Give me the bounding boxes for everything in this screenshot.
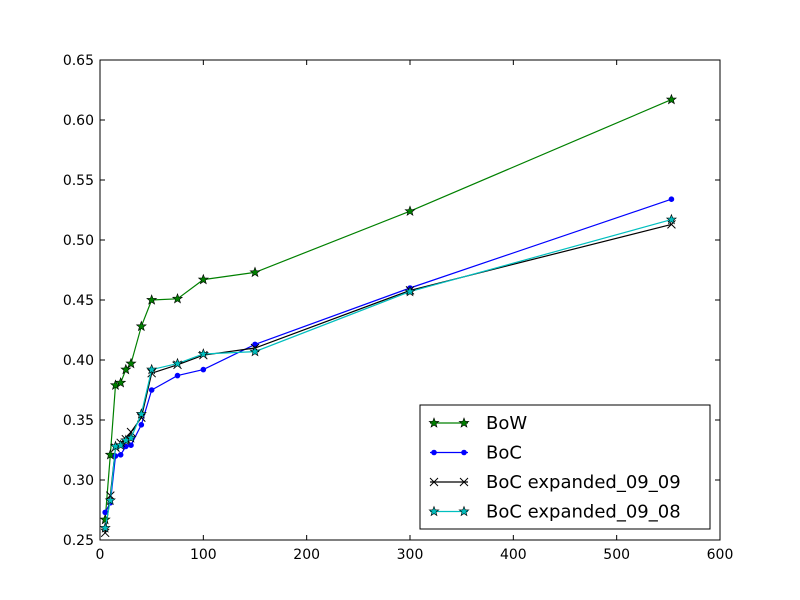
bow-point-1: [104, 448, 116, 460]
boc-expanded-09-08-point-10: [249, 345, 261, 357]
x-tick-label: 200: [293, 547, 320, 563]
legend-boc-point-a: [431, 449, 437, 456]
boc-expanded-09-09-point-5: [126, 427, 136, 437]
boc-expanded-09-08-point-1: [104, 494, 116, 506]
x-tick-label: 100: [190, 547, 217, 563]
boc-expanded-09-08-point-11: [404, 285, 416, 297]
y-tick-label: 0.65: [63, 53, 94, 69]
boc-expanded-09-08-point-12: [665, 213, 678, 225]
boc-point-6: [138, 421, 145, 428]
bow-point-10: [249, 266, 261, 278]
legend-boc-expanded-09-09-point-a: [429, 477, 439, 487]
x-tick-label: 300: [397, 547, 424, 563]
bow-point-12: [665, 93, 678, 105]
series-boc: [102, 196, 675, 516]
boc-point-9: [200, 366, 207, 373]
x-tick-label: 400: [500, 547, 527, 563]
series-layer: [99, 93, 678, 538]
boc-point-5: [128, 442, 134, 449]
boc-point-8: [174, 372, 181, 379]
legend-box: [419, 404, 711, 530]
bow-point-5: [125, 357, 137, 369]
y-tick-label: 0.45: [63, 293, 94, 309]
legend-bow-point-b: [458, 417, 470, 428]
boc-expanded-09-08-point-7: [146, 363, 158, 375]
y-tick-label: 0.30: [63, 473, 94, 489]
boc-expanded-09-08-point-0: [99, 522, 111, 533]
legend-boc-expanded-09-09-point-b: [459, 477, 469, 487]
boc-expanded-09-08-point-9: [197, 348, 209, 359]
bow-point-3: [115, 376, 127, 388]
legend-item-boc-expanded-09-08: BoC expanded_09_08: [428, 502, 681, 523]
legend-label-bow: BoW: [486, 413, 527, 434]
bow-point-6: [135, 320, 147, 332]
ticks-layer: 0 100 200 300 400 500 600 0.25 0.30 0.35 0.40 0.45 0…: [63, 53, 734, 563]
y-tick-label: 0.25: [63, 533, 94, 549]
boc-expanded-09-08-point-5: [125, 432, 137, 443]
boc-point-0: [102, 509, 108, 516]
bow-point-4: [120, 363, 132, 375]
boc-point-3: [117, 451, 124, 458]
legend-item-boc-expanded-09-09: BoC expanded_09_09: [429, 472, 681, 493]
boc-point-2: [112, 453, 119, 459]
bow-point-11: [404, 205, 416, 216]
x-tick-label: 600: [707, 547, 734, 563]
boc-point-12: [668, 196, 675, 202]
series-bow: [99, 93, 678, 525]
y-tick-label: 0.55: [63, 173, 94, 189]
bow-point-0: [99, 513, 111, 525]
boc-expanded-09-08-point-6: [135, 408, 147, 419]
y-tick-label: 0.50: [63, 233, 94, 249]
bow-point-7: [146, 294, 158, 305]
boc-expanded-09-08-point-8: [171, 357, 184, 369]
boc-expanded-09-09-point-7: [147, 368, 157, 378]
legend-bow-point-a: [428, 417, 440, 428]
legend-item-boc: BoC: [430, 443, 522, 464]
bow-point-9: [197, 273, 209, 285]
boc-point-7: [148, 387, 155, 393]
y-tick-label: 0.40: [63, 353, 94, 369]
y-tick-label: 0.35: [63, 413, 94, 429]
boc-point-4: [123, 443, 129, 450]
legend-boc-point-b: [461, 449, 467, 456]
x-tick-label: 0: [96, 547, 105, 563]
legend: BoW BoC BoC expanded_09_09 BoC expanded_09_…: [419, 404, 711, 530]
bow-point-8: [171, 292, 184, 304]
y-tick-label: 0.60: [63, 113, 94, 129]
legend-boc-expanded-09-08-point-a: [428, 505, 440, 517]
legend-label-boc-expanded-09-09: BoC expanded_09_09: [486, 472, 681, 493]
legend-item-bow: BoW: [428, 413, 527, 434]
x-tick-label: 500: [603, 547, 630, 563]
legend-label-boc-expanded-09-08: BoC expanded_09_08: [486, 502, 681, 523]
legend-boc-expanded-09-08-point-b: [458, 505, 470, 517]
legend-label-boc: BoC: [486, 443, 522, 464]
series-boc-expanded-09-08: [99, 213, 678, 533]
